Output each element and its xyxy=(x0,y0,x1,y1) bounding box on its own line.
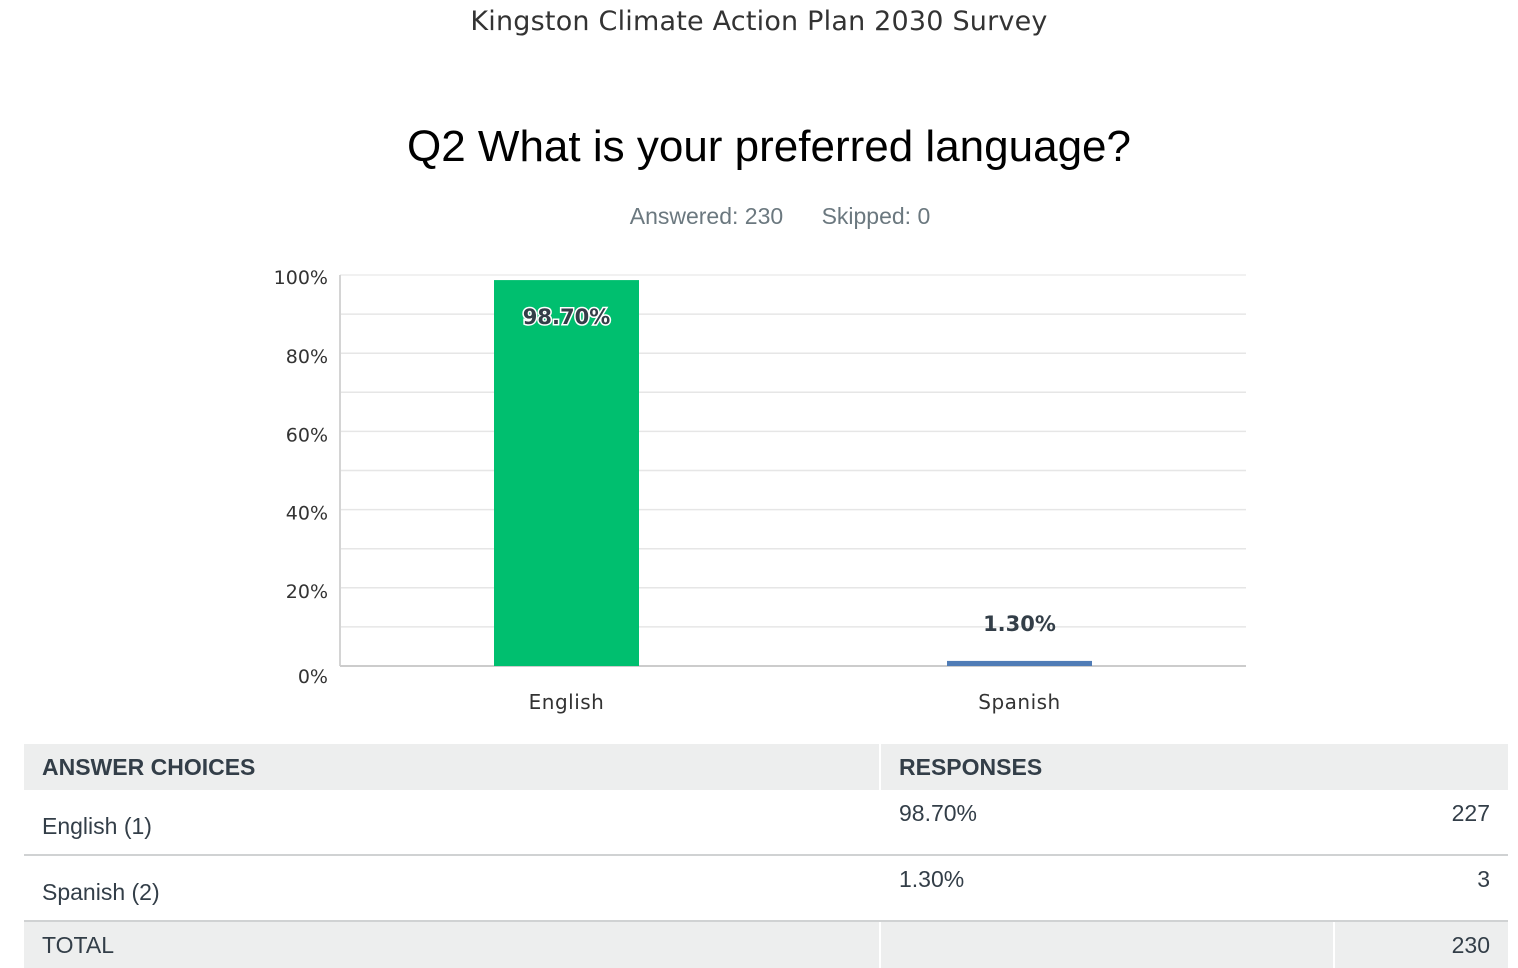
response-count: 3 xyxy=(1334,855,1508,922)
question-title: Q2 What is your preferred language? xyxy=(407,122,1131,171)
y-tick-label: 20% xyxy=(286,581,328,603)
y-tick-label: 80% xyxy=(286,346,328,368)
bar-english xyxy=(494,280,639,666)
response-percent: 98.70% xyxy=(880,790,1335,856)
x-tick-label: Spanish xyxy=(978,690,1060,714)
y-tick-label: 60% xyxy=(286,424,328,446)
total-label: TOTAL xyxy=(24,921,881,968)
bar-spanish xyxy=(947,660,1092,666)
total-count: 230 xyxy=(1334,921,1508,968)
header-responses: RESPONSES xyxy=(880,744,1508,790)
bar-chart: 0% 20% 40% 60% 80% 100% 98.70% English 1.30% Span… xyxy=(274,267,1246,714)
answer-choice: Spanish (2) xyxy=(24,855,881,922)
y-tick-label: 0% xyxy=(298,666,328,688)
table-header-row: ANSWER CHOICES RESPONSES xyxy=(24,744,1508,790)
response-stats: Answered: 230 Skipped: 0 xyxy=(0,203,1518,230)
data-label: 98.70% xyxy=(523,305,610,329)
table-row: Spanish (2) 1.30% 3 xyxy=(24,855,1508,922)
y-tick-label: 100% xyxy=(274,267,328,289)
header-answer-choices: ANSWER CHOICES xyxy=(24,744,881,790)
data-label: 1.30% xyxy=(983,612,1056,636)
answer-choice: English (1) xyxy=(24,790,881,856)
y-tick-label: 40% xyxy=(286,503,328,525)
answered-count: Answered: 230 xyxy=(629,203,784,229)
response-count: 227 xyxy=(1334,790,1508,856)
skipped-count: Skipped: 0 xyxy=(821,203,931,229)
responses-table: ANSWER CHOICES RESPONSES English (1) 98.… xyxy=(24,744,1508,968)
survey-title: Kingston Climate Action Plan 2030 Survey xyxy=(470,6,1048,37)
table-row: English (1) 98.70% 227 xyxy=(24,790,1508,856)
total-row: TOTAL 230 xyxy=(24,921,1508,968)
response-percent: 1.30% xyxy=(880,855,1335,922)
x-tick-label: English xyxy=(529,690,605,714)
total-spacer xyxy=(880,921,1335,968)
